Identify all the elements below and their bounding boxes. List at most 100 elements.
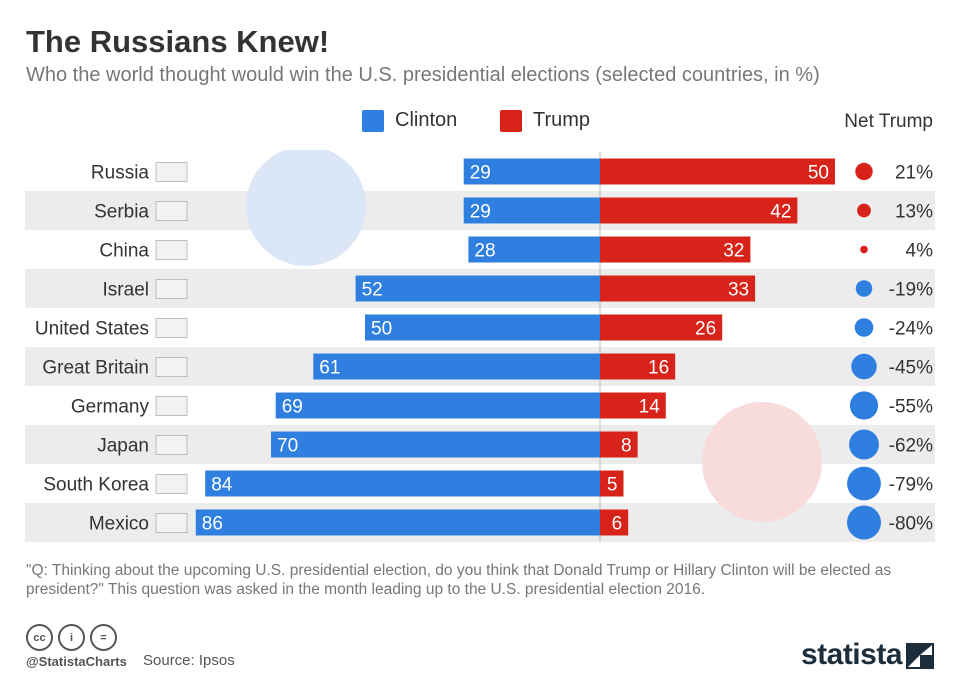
- legend-swatch-trump: [500, 109, 522, 132]
- bar-trump: [600, 392, 666, 419]
- category-label: Great Britain: [42, 358, 149, 379]
- flag-icon: [155, 162, 188, 182]
- statista-logo-icon: [906, 643, 934, 669]
- data-label-clinton: 50: [371, 319, 392, 340]
- bar-trump: [600, 197, 798, 224]
- no-derivatives-icon: =: [90, 624, 117, 651]
- bar-clinton: [463, 197, 600, 224]
- bar-clinton: [355, 275, 600, 302]
- flag-icon: [155, 279, 188, 299]
- net-dot: [860, 245, 868, 254]
- bar-clinton: [205, 470, 600, 497]
- data-label-trump: 50: [808, 163, 829, 184]
- net-trump-label: 21%: [895, 163, 933, 184]
- bar-trump: [600, 431, 638, 458]
- category-label: Germany: [71, 397, 150, 418]
- data-label-trump: 33: [728, 280, 749, 301]
- category-label: United States: [35, 319, 149, 340]
- data-label-clinton: 61: [319, 358, 340, 379]
- flag-icon: [155, 318, 188, 338]
- bar-clinton: [275, 392, 600, 419]
- cc-icon: cc: [26, 624, 53, 651]
- category-label: Japan: [97, 436, 149, 457]
- flag-icon: [155, 474, 188, 494]
- net-trump-label: -55%: [889, 397, 933, 418]
- chart-subtitle: Who the world thought would win the U.S.…: [26, 64, 820, 86]
- net-trump-header: Net Trump: [844, 111, 933, 132]
- net-trump-label: 4%: [906, 241, 934, 262]
- data-label-clinton: 29: [470, 202, 491, 223]
- net-trump-label: -19%: [889, 280, 933, 301]
- category-label: Russia: [91, 163, 150, 184]
- net-dot: [847, 466, 881, 501]
- flag-icon: [155, 435, 188, 455]
- trump-portrait: [702, 402, 822, 522]
- legend-label-clinton: Clinton: [395, 109, 458, 131]
- legend-label-trump: Trump: [533, 109, 591, 131]
- flag-icon: [155, 201, 188, 221]
- data-label-clinton: 86: [202, 514, 223, 535]
- data-label-trump: 16: [648, 358, 669, 379]
- category-label: China: [99, 241, 149, 262]
- net-trump-label: -62%: [889, 436, 933, 457]
- data-label-clinton: 84: [211, 475, 233, 496]
- data-label-clinton: 28: [474, 241, 495, 262]
- twitter-handle: @StatistaCharts: [26, 654, 127, 669]
- bar-trump: [600, 470, 624, 497]
- net-trump-label: -80%: [889, 514, 933, 535]
- data-label-trump: 5: [607, 475, 618, 496]
- net-trump-label: -79%: [889, 475, 933, 496]
- flag-icon: [155, 357, 188, 377]
- category-label: South Korea: [43, 475, 149, 496]
- flag-icon: [155, 513, 188, 533]
- data-label-trump: 26: [695, 319, 716, 340]
- bar-clinton: [271, 431, 600, 458]
- category-label: Serbia: [94, 202, 149, 223]
- statista-logo: statista: [800, 638, 903, 671]
- data-label-clinton: 29: [470, 163, 491, 184]
- bar-clinton: [313, 353, 600, 380]
- data-label-trump: 6: [612, 514, 623, 535]
- legend-clinton: Clinton: [362, 109, 457, 132]
- legend-trump: Trump: [500, 109, 590, 132]
- net-dot: [854, 318, 874, 337]
- data-label-trump: 8: [621, 436, 632, 457]
- bar-chart: Russia 29 50 21% Serbia 29 42 13% China 28 32 4% Isr…: [25, 150, 935, 542]
- data-label-trump: 14: [639, 397, 661, 418]
- bar-trump: [600, 314, 723, 341]
- flag-icon: [155, 396, 188, 416]
- category-label: Israel: [103, 280, 149, 301]
- bar-trump: [600, 158, 835, 185]
- data-label-clinton: 70: [277, 436, 298, 457]
- bar-trump: [600, 353, 676, 380]
- bar-clinton: [468, 236, 600, 263]
- bar-clinton: [365, 314, 600, 341]
- bar-clinton: [463, 158, 600, 185]
- net-dot: [855, 162, 873, 181]
- bar-trump: [600, 236, 751, 263]
- net-dot: [851, 353, 877, 380]
- clinton-portrait: [246, 150, 366, 266]
- flag-icon: [155, 240, 188, 260]
- data-label-clinton: 52: [362, 280, 383, 301]
- bar-trump: [600, 509, 629, 536]
- footnote: "Q: Thinking about the upcoming U.S. pre…: [26, 562, 892, 598]
- net-trump-label: -45%: [889, 358, 933, 379]
- chart-title: The Russians Knew!: [26, 24, 330, 59]
- license-icons: cc i =: [26, 624, 117, 651]
- bar-trump: [600, 275, 756, 302]
- net-dot: [847, 505, 881, 540]
- source-label: Source: Ipsos: [143, 652, 235, 669]
- data-label-trump: 42: [770, 202, 791, 223]
- attribution-icon: i: [58, 624, 85, 651]
- bar-clinton: [195, 509, 601, 536]
- data-label-trump: 32: [723, 241, 744, 262]
- net-dot: [849, 391, 879, 420]
- net-trump-label: 13%: [895, 202, 933, 223]
- legend-swatch-clinton: [362, 109, 384, 132]
- net-dot: [857, 203, 871, 218]
- category-label: Mexico: [89, 514, 149, 535]
- data-label-clinton: 69: [282, 397, 303, 418]
- net-dot: [849, 429, 879, 460]
- net-dot: [855, 280, 873, 297]
